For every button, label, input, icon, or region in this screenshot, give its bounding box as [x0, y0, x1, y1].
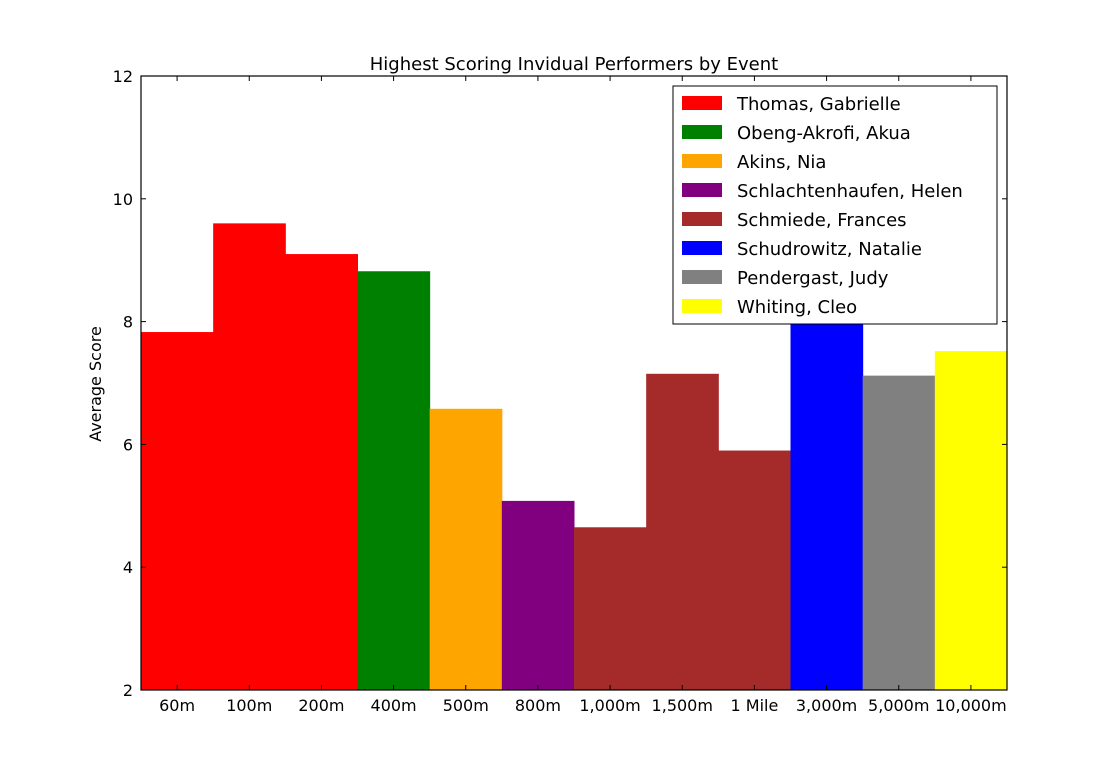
legend-label: Thomas, Gabrielle [736, 94, 901, 115]
legend-swatch [682, 96, 722, 110]
legend-label: Obeng-Akrofi, Akua [737, 123, 911, 144]
y-tick-label: 8 [123, 313, 133, 332]
x-tick-label: 1,000m [579, 696, 640, 715]
legend-label: Whiting, Cleo [737, 297, 857, 318]
legend-swatch [682, 125, 722, 139]
legend-swatch [682, 154, 722, 168]
y-tick-label: 10 [113, 190, 133, 209]
plot-frame [140, 75, 1008, 691]
x-tick-label: 60m [159, 696, 195, 715]
legend-label: Akins, Nia [737, 152, 826, 173]
x-tick-label: 1,500m [652, 696, 713, 715]
x-tick-label: 200m [298, 696, 344, 715]
legend-label: Pendergast, Judy [737, 268, 889, 289]
x-tick-label: 3,000m [796, 696, 857, 715]
legend-label: Schlachtenhaufen, Helen [737, 181, 963, 202]
x-tick-label: 500m [443, 696, 489, 715]
bar-1-mile [718, 450, 791, 690]
bar-5-000m [862, 375, 936, 690]
bar-60m [141, 332, 214, 690]
legend: Thomas, Gabrielle Obeng-Akrofi, Akua Akins… [672, 85, 998, 325]
ticks-group: 2 4 6 8 10 12 60m 100m 200m 400m 500m 800m 1,000m 1,5… [113, 67, 1007, 715]
bar-10-000m [934, 351, 1008, 690]
bar-200m [285, 254, 358, 690]
legend-swatch [682, 183, 722, 197]
legend-swatch [682, 241, 722, 255]
x-tick-label: 10,000m [935, 696, 1007, 715]
bar-1-000m [574, 527, 647, 690]
y-axis-label: Average Score [86, 326, 105, 442]
x-tick-label: 800m [515, 696, 561, 715]
chart-title: Highest Scoring Invidual Performers by E… [370, 54, 778, 75]
bar-500m [429, 408, 503, 690]
bar-400m [357, 271, 431, 690]
y-tick-label: 2 [123, 681, 133, 700]
legend-label: Schudrowitz, Natalie [737, 239, 922, 260]
bars-group [141, 223, 1008, 691]
y-tick-label: 12 [113, 67, 133, 86]
x-tick-label: 400m [371, 696, 417, 715]
y-tick-label: 4 [123, 558, 133, 577]
legend-label: Schmiede, Frances [737, 210, 907, 231]
x-tick-label: 100m [226, 696, 272, 715]
bar-100m [213, 223, 286, 691]
y-tick-label: 6 [123, 435, 133, 454]
bar-800m [501, 500, 575, 690]
legend-swatch [682, 299, 722, 313]
bar-1-500m [646, 373, 719, 690]
bar-3-000m [790, 321, 864, 690]
x-tick-label: 5,000m [868, 696, 929, 715]
legend-swatch [682, 212, 722, 226]
legend-frame [672, 85, 998, 325]
legend-swatch [682, 270, 722, 284]
x-tick-label: 1 Mile [731, 696, 779, 715]
